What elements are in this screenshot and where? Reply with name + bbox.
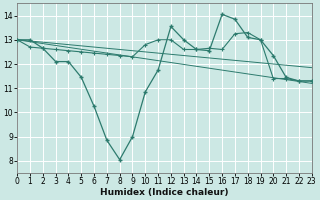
X-axis label: Humidex (Indice chaleur): Humidex (Indice chaleur) bbox=[100, 188, 229, 197]
